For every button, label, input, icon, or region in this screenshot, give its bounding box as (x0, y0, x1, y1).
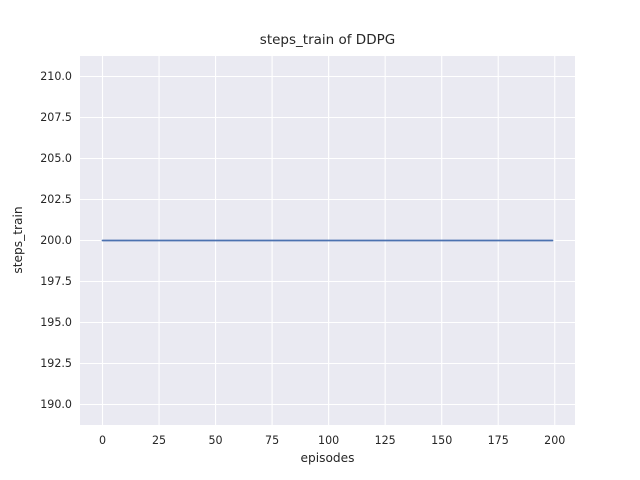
x-tick-label: 175 (487, 434, 509, 447)
chart-title: steps_train of DDPG (259, 32, 396, 48)
line-chart-canvas (80, 56, 575, 425)
x-tick-label: 125 (374, 434, 396, 447)
y-tick-label: 192.5 (40, 356, 72, 370)
x-tick-label: 25 (151, 434, 167, 447)
y-tick-label: 207.5 (40, 110, 72, 124)
x-tick-label: 0 (98, 434, 107, 447)
y-tick-label: 205.0 (40, 151, 72, 165)
x-tick-label: 150 (431, 434, 453, 447)
y-tick-label: 195.0 (40, 315, 72, 329)
x-tick-label: 50 (208, 434, 223, 447)
y-tick-label: 190.0 (40, 397, 72, 411)
x-axis-label: episodes (300, 451, 355, 465)
x-tick-label: 75 (265, 434, 280, 447)
y-tick-label: 210.0 (40, 69, 72, 83)
x-tick-label: 100 (318, 434, 340, 447)
y-tick-label: 197.5 (40, 274, 72, 288)
y-tick-label: 202.5 (40, 192, 72, 206)
plot-area (80, 56, 575, 425)
y-tick-label: 200.0 (40, 233, 72, 247)
x-tick-label: 200 (544, 434, 566, 447)
